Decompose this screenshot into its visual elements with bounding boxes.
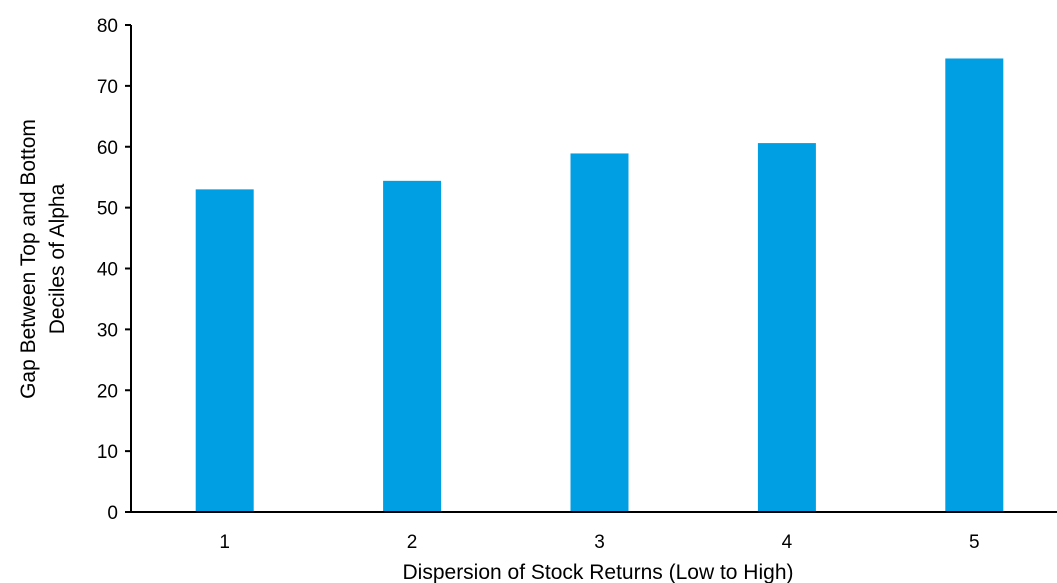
y-axis-title-line-1: Gap Between Top and Bottom (17, 119, 40, 399)
y-tick-label: 0 (107, 503, 118, 524)
x-axis: 1 2 3 4 5 (131, 511, 1057, 553)
y-tick-label: 10 (97, 442, 118, 463)
y-tick-label: 70 (97, 77, 118, 98)
y-tick-label: 60 (97, 138, 118, 159)
y-tick-label: 20 (97, 381, 118, 402)
x-tick-label: 5 (969, 532, 980, 553)
y-tick-label: 40 (97, 260, 118, 281)
x-axis-title: Dispersion of Stock Returns (Low to High… (403, 561, 794, 583)
x-tick-label: 4 (782, 532, 793, 553)
bar-2 (383, 180, 442, 512)
bar-3 (570, 153, 629, 513)
y-tick-label: 30 (97, 320, 118, 341)
x-tick-label: 1 (219, 532, 230, 553)
y-axis-title-line-2: Deciles of Alpha (46, 183, 69, 334)
bar-5 (945, 58, 1004, 512)
bars (195, 58, 1004, 513)
bar-1 (195, 189, 254, 513)
y-tick-label: 50 (97, 199, 118, 220)
y-axis: 0 10 20 30 40 50 60 70 80 (97, 16, 132, 524)
bar-4 (757, 143, 816, 512)
y-tick-label: 80 (97, 16, 118, 37)
x-tick-label: 2 (407, 532, 418, 553)
x-tick-label: 3 (594, 532, 605, 553)
y-axis-title: Gap Between Top and Bottom Deciles of Al… (17, 119, 69, 399)
